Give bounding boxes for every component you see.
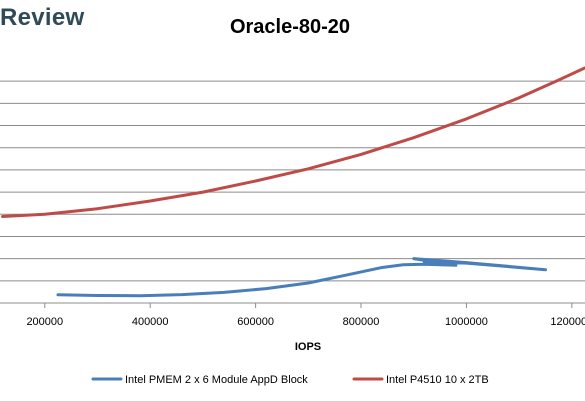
series-lines xyxy=(1,66,585,298)
legend: Intel PMEM 2 x 6 Module AppD Block Intel … xyxy=(91,374,489,386)
x-tick-label: 600000 xyxy=(237,316,274,328)
x-tick-label: 1200000 xyxy=(550,316,585,328)
legend-label-2: Intel P4510 10 x 2TB xyxy=(386,374,489,386)
x-axis: 200000 400000 600000 800000 1000000 1200000 xyxy=(0,302,585,328)
x-tick-label: 400000 xyxy=(132,316,169,328)
legend-label-1: Intel PMEM 2 x 6 Module AppD Block xyxy=(125,374,308,386)
chart-title: Oracle-80-20 xyxy=(230,16,350,38)
series-line-1 xyxy=(56,257,547,298)
series-line-2 xyxy=(1,66,585,218)
brand-logo-text: Review xyxy=(0,4,85,31)
x-tick-label: 800000 xyxy=(343,316,380,328)
x-tick-label: 200000 xyxy=(26,316,63,328)
x-tick-label: 1000000 xyxy=(445,316,488,328)
x-axis-title: IOPS xyxy=(295,341,321,353)
gridlines xyxy=(0,80,585,282)
